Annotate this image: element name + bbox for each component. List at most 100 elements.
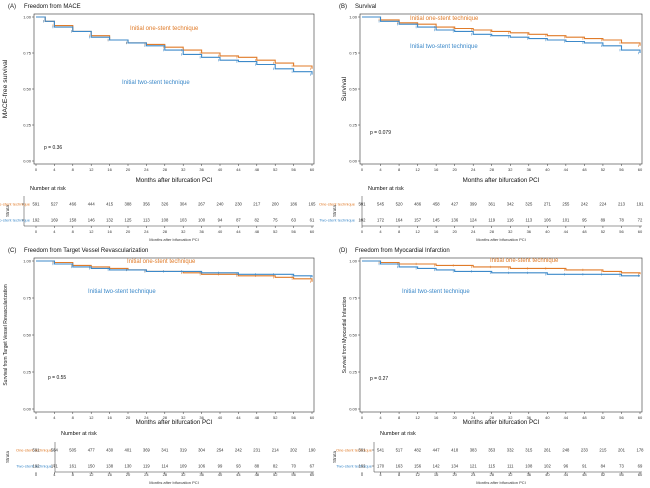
risk-count: 486	[414, 201, 422, 206]
x-tick-label: 60	[638, 167, 643, 172]
risk-x-tick-label: 24	[471, 229, 476, 234]
risk-count: 73	[619, 463, 624, 468]
risk-count: 361	[488, 201, 496, 206]
risk-count: 70	[291, 463, 296, 468]
x-tick-label: 40	[218, 167, 223, 172]
risk-count: 353	[488, 447, 496, 452]
risk-x-tick-label: 4	[379, 472, 382, 477]
risk-count: 108	[161, 217, 169, 222]
x-axis-label: Months after bifurcation PCI	[463, 177, 540, 184]
risk-x-tick-label: 60	[310, 472, 315, 477]
risk-row-label: One-stent technique	[16, 447, 53, 452]
risk-count: 99	[218, 463, 223, 468]
risk-count: 591	[359, 201, 367, 206]
y-axis-label: Survival from Target Vessel Revasculariz…	[3, 284, 9, 386]
risk-count: 591	[33, 447, 41, 452]
x-tick-label: 8	[398, 167, 401, 172]
panel-4: (D) Freedom from Myocardial Infarction 0.0…	[332, 248, 644, 485]
x-tick-label: 24	[471, 415, 476, 420]
risk-count: 388	[125, 201, 133, 206]
risk-count: 69	[638, 463, 643, 468]
series-line-two-stent	[36, 16, 313, 75]
x-tick-label: 20	[452, 167, 457, 172]
risk-count: 78	[619, 217, 624, 222]
x-tick-label: 32	[508, 415, 513, 420]
risk-row-label: One-stent technique	[319, 201, 356, 206]
x-tick-label: 0	[361, 415, 364, 420]
panel-label: (B)	[339, 4, 347, 10]
risk-count: 89	[601, 217, 606, 222]
risk-count: 477	[88, 447, 96, 452]
series-annotation: Initial one-stent technique	[490, 258, 559, 264]
x-axis-label: Months after bifurcation PCI	[136, 177, 213, 184]
risk-x-tick-label: 40	[545, 472, 550, 477]
risk-x-tick-label: 0	[35, 229, 38, 234]
risk-count: 93	[236, 463, 241, 468]
risk-count: 88	[254, 463, 259, 468]
risk-count: 444	[88, 201, 96, 206]
x-tick-label: 0	[35, 415, 38, 420]
plot-frame	[359, 257, 643, 413]
plot-frame	[359, 13, 643, 165]
risk-count: 114	[161, 463, 168, 468]
risk-count: 111	[507, 463, 514, 468]
risk-count: 213	[618, 201, 626, 206]
risk-x-tick-label: 24	[144, 472, 149, 477]
x-tick-label: 44	[236, 415, 241, 420]
series-line-one-stent	[362, 16, 641, 46]
series-annotation: Initial one-stent technique	[130, 26, 199, 32]
risk-count: 102	[544, 463, 552, 468]
x-tick-label: 56	[291, 167, 296, 172]
x-tick-label: 40	[545, 415, 550, 420]
risk-count: 103	[180, 217, 188, 222]
series-annotation: Initial two-stent technique	[88, 289, 156, 295]
risk-table-strata-label: Strata	[332, 451, 337, 464]
panel-label: (D)	[339, 248, 347, 254]
risk-x-tick-label: 20	[126, 229, 131, 234]
risk-count: 202	[290, 447, 298, 452]
y-tick-label: 0.25	[23, 122, 32, 127]
panel-1: (A) Freedom from MACE 0.00 0.25 0.50 0.75 1.00…	[0, 4, 316, 242]
risk-x-tick-label: 56	[619, 229, 624, 234]
y-tick-label: 0.50	[349, 332, 358, 337]
risk-x-tick-label: 52	[601, 229, 606, 234]
risk-x-tick-label: 4	[379, 229, 382, 234]
x-tick-label: 40	[218, 415, 223, 420]
risk-count: 190	[309, 447, 317, 452]
x-tick-label: 56	[291, 415, 296, 420]
risk-count: 132	[106, 217, 114, 222]
series-line-one-stent	[36, 16, 313, 69]
risk-count: 517	[396, 447, 404, 452]
risk-count: 242	[235, 447, 243, 452]
risk-count: 447	[433, 447, 441, 452]
risk-count: 591	[359, 447, 367, 452]
y-tick-label: 1.00	[349, 258, 358, 263]
risk-count: 319	[180, 447, 188, 452]
risk-x-tick-label: 12	[415, 229, 420, 234]
x-tick-label: 8	[72, 415, 75, 420]
risk-count: 142	[433, 463, 441, 468]
risk-count: 169	[51, 217, 59, 222]
risk-count: 215	[599, 447, 607, 452]
risk-count: 466	[69, 201, 77, 206]
risk-x-axis-label: Months after bifurcation PCI	[476, 480, 526, 485]
x-tick-label: 4	[53, 415, 56, 420]
risk-count: 527	[51, 201, 59, 206]
plot-frame	[33, 257, 315, 413]
risk-count: 113	[525, 217, 532, 222]
risk-count: 150	[88, 463, 96, 468]
risk-x-tick-label: 52	[601, 472, 606, 477]
risk-count: 119	[143, 463, 150, 468]
risk-x-tick-label: 44	[564, 472, 569, 477]
x-tick-label: 12	[89, 167, 94, 172]
risk-x-tick-label: 44	[564, 229, 569, 234]
risk-count: 248	[562, 447, 570, 452]
x-tick-label: 48	[255, 167, 260, 172]
y-tick-label: 0.75	[23, 50, 32, 55]
x-tick-label: 44	[236, 167, 241, 172]
risk-count: 75	[273, 217, 278, 222]
risk-x-tick-label: 8	[398, 229, 401, 234]
risk-count: 217	[253, 201, 261, 206]
plot-frame	[33, 13, 315, 165]
x-tick-label: 4	[379, 167, 382, 172]
